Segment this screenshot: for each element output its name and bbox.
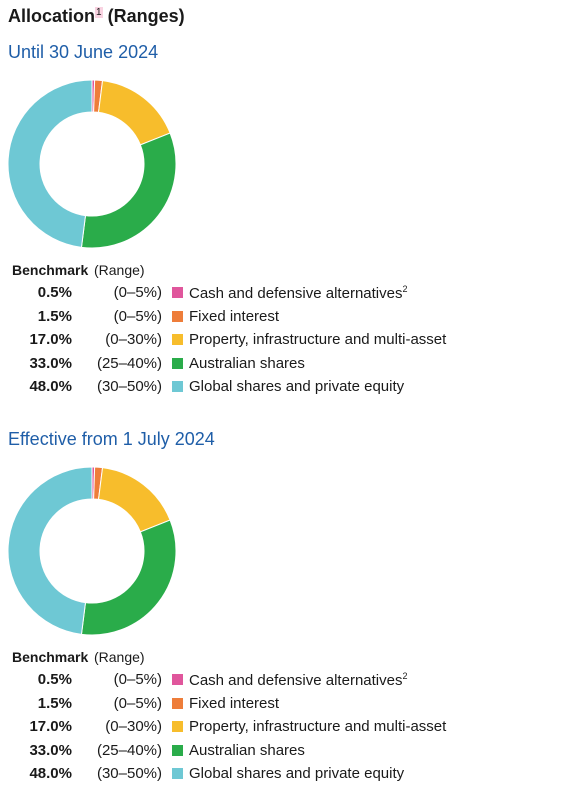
- range-value: (0–5%): [113, 694, 162, 712]
- legend-row: 48.0% (30–50%) Global shares and private e…: [12, 762, 492, 786]
- table-rows: 0.5% (0–5%) Cash and defensive alternative…: [12, 668, 492, 786]
- legend-swatch: [172, 310, 183, 322]
- donut-chart-2: [7, 466, 177, 636]
- legend-label-text: Fixed interest: [189, 694, 280, 712]
- donut-slice-5: [7, 466, 93, 635]
- legend-label-text: Australian shares: [189, 354, 305, 372]
- legend-label: Cash and defensive alternatives2: [189, 671, 407, 689]
- donut-slice-4: [80, 519, 177, 636]
- legend-swatch: [172, 768, 183, 780]
- benchmark-value: 33.0%: [29, 741, 72, 759]
- donut-slice-4: [80, 132, 177, 249]
- benchmark-value: 48.0%: [29, 378, 72, 396]
- allocation-table-1: Benchmark (Range) 0.5% (0–5%) Cash and def…: [12, 259, 492, 399]
- legend-row: 0.5% (0–5%) Cash and defensive alternative…: [12, 281, 492, 305]
- legend-label-text: Fixed interest: [189, 307, 280, 325]
- section-title-2: Effective from 1 July 2024: [8, 429, 215, 449]
- legend-label: Fixed interest: [189, 308, 279, 325]
- header-benchmark: Benchmark: [12, 649, 89, 665]
- legend-row: 17.0% (0–30%) Property, infrastructure and…: [12, 328, 492, 352]
- range-value: (0–30%): [105, 331, 162, 349]
- page-title-footnote: 1: [95, 7, 103, 18]
- benchmark-value: 0.5%: [37, 284, 72, 302]
- legend-row: 33.0% (25–40%) Australian shares: [12, 352, 492, 376]
- header-range: (Range): [94, 649, 145, 665]
- legend-label-text: Cash and defensive alternatives: [189, 671, 403, 689]
- table-header: Benchmark (Range): [12, 259, 492, 281]
- legend-label: Property, infrastructure and multi-asset: [189, 331, 446, 348]
- legend-label-text: Cash and defensive alternatives: [189, 284, 403, 302]
- legend-swatch: [172, 357, 183, 369]
- table-rows: 0.5% (0–5%) Cash and defensive alternative…: [12, 281, 492, 399]
- range-value: (30–50%): [96, 378, 162, 396]
- legend-label: Cash and defensive alternatives2: [189, 284, 407, 302]
- range-value: (25–40%): [96, 354, 162, 372]
- benchmark-value: 1.5%: [37, 307, 72, 325]
- legend-label-text: Global shares and private equity: [189, 378, 405, 396]
- legend-swatch: [172, 674, 183, 686]
- donut-slice-3: [97, 467, 171, 533]
- range-value: (25–40%): [96, 741, 162, 759]
- range-value: (0–30%): [105, 718, 162, 736]
- legend-row: 48.0% (30–50%) Global shares and private e…: [12, 375, 492, 399]
- legend-label-text: Global shares and private equity: [189, 765, 405, 783]
- legend-swatch: [172, 334, 183, 346]
- legend-swatch: [172, 697, 183, 709]
- legend-label-footnote: 2: [402, 283, 408, 294]
- allocation-table-2: Benchmark (Range) 0.5% (0–5%) Cash and def…: [12, 646, 492, 786]
- benchmark-value: 17.0%: [29, 718, 72, 736]
- donut-slice-5: [7, 79, 93, 248]
- legend-swatch: [172, 721, 183, 733]
- benchmark-value: 17.0%: [29, 331, 72, 349]
- range-value: (0–5%): [113, 671, 162, 689]
- benchmark-value: 48.0%: [29, 765, 72, 783]
- legend-label: Global shares and private equity: [189, 378, 404, 395]
- legend-label: Australian shares: [189, 742, 305, 759]
- legend-label-text: Australian shares: [189, 741, 305, 759]
- page-title: Allocation1 (Ranges): [8, 6, 185, 27]
- range-value: (30–50%): [96, 765, 162, 783]
- legend-label: Fixed interest: [189, 695, 279, 712]
- legend-swatch: [172, 381, 183, 393]
- legend-label: Property, infrastructure and multi-asset: [189, 718, 446, 735]
- header-benchmark: Benchmark: [12, 262, 89, 278]
- page-title-text: Allocation: [8, 6, 96, 26]
- legend-swatch: [172, 287, 183, 299]
- range-value: (0–5%): [113, 307, 162, 325]
- benchmark-value: 0.5%: [37, 671, 72, 689]
- legend-row: 33.0% (25–40%) Australian shares: [12, 739, 492, 763]
- table-header: Benchmark (Range): [12, 646, 492, 668]
- donut-slice-3: [97, 80, 171, 146]
- legend-row: 17.0% (0–30%) Property, infrastructure and…: [12, 715, 492, 739]
- benchmark-value: 33.0%: [29, 354, 72, 372]
- donut-chart-1: [7, 79, 177, 249]
- legend-row: 1.5% (0–5%) Fixed interest: [12, 692, 492, 716]
- section-title-1: Until 30 June 2024: [8, 42, 159, 62]
- legend-label-footnote: 2: [402, 670, 408, 681]
- benchmark-value: 1.5%: [37, 694, 72, 712]
- legend-label: Australian shares: [189, 355, 305, 372]
- legend-swatch: [172, 744, 183, 756]
- page-title-suffix: (Ranges): [107, 6, 185, 26]
- header-range: (Range): [94, 262, 145, 278]
- legend-row: 0.5% (0–5%) Cash and defensive alternative…: [12, 668, 492, 692]
- legend-row: 1.5% (0–5%) Fixed interest: [12, 305, 492, 329]
- legend-label: Global shares and private equity: [189, 765, 404, 782]
- range-value: (0–5%): [113, 284, 162, 302]
- legend-label-text: Property, infrastructure and multi-asset: [189, 331, 447, 349]
- legend-label-text: Property, infrastructure and multi-asset: [189, 718, 447, 736]
